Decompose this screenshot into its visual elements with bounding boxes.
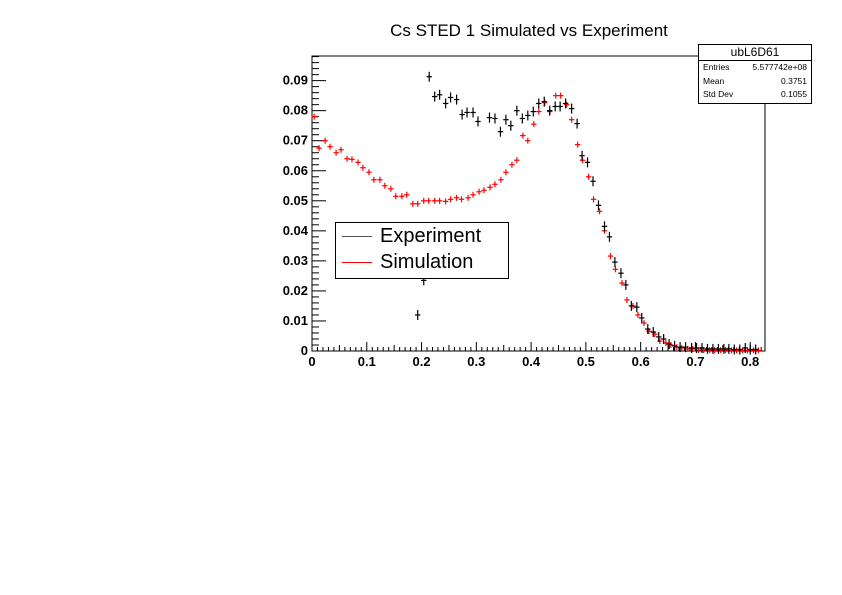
y-tick-label: 0.02 bbox=[283, 283, 308, 298]
legend: Experiment Simulation bbox=[335, 222, 509, 279]
stats-box: ubL6D61 Entries 5.577742e+08 Mean 0.3751… bbox=[698, 44, 812, 104]
legend-item-experiment: Experiment bbox=[336, 223, 508, 249]
x-tick-label: 0.1 bbox=[358, 354, 376, 369]
stats-row-mean: Mean 0.3751 bbox=[699, 75, 811, 89]
stats-label: Entries bbox=[703, 62, 730, 72]
stats-value: 0.1055 bbox=[781, 89, 807, 99]
x-tick-label: 0.2 bbox=[413, 354, 431, 369]
series-experiment bbox=[415, 71, 759, 355]
x-tick-label: 0.3 bbox=[467, 354, 485, 369]
legend-label: Simulation bbox=[380, 250, 474, 273]
y-tick-label: 0.07 bbox=[283, 133, 308, 148]
legend-item-simulation: Simulation bbox=[336, 249, 508, 275]
y-tick-label: 0.03 bbox=[283, 253, 308, 268]
y-tick-label: 0.04 bbox=[283, 223, 309, 238]
stats-box-title: ubL6D61 bbox=[699, 45, 811, 61]
y-tick-label: 0.01 bbox=[283, 313, 308, 328]
chart-title: Cs STED 1 Simulated vs Experiment bbox=[390, 21, 668, 40]
axes: 0 0.1 0.2 0.3 0.4 0.5 0.6 0.7 0.8 0 0.01 0.02 0.03 0.… bbox=[283, 55, 766, 369]
x-tick-label: 0.6 bbox=[632, 354, 650, 369]
stats-label: Mean bbox=[703, 75, 725, 86]
x-tick-label: 0.8 bbox=[741, 354, 759, 369]
x-tick-label: 0.5 bbox=[577, 354, 595, 369]
data-points bbox=[311, 71, 762, 355]
y-tick-label: 0.08 bbox=[283, 103, 308, 118]
stats-label: Std Dev bbox=[703, 89, 734, 99]
y-tick-label: 0 bbox=[301, 343, 308, 358]
legend-label: Experiment bbox=[380, 224, 482, 247]
y-tick-label: 0.05 bbox=[283, 193, 308, 208]
y-tick-label: 0.09 bbox=[283, 73, 308, 88]
legend-line-icon bbox=[342, 235, 372, 237]
stats-value: 5.577742e+08 bbox=[752, 62, 807, 72]
x-tick-label: 0.4 bbox=[522, 354, 541, 369]
legend-line-icon bbox=[342, 261, 372, 263]
y-tick-label: 0.06 bbox=[283, 163, 308, 178]
stats-row-entries: Entries 5.577742e+08 bbox=[699, 61, 811, 75]
stats-value: 0.3751 bbox=[781, 75, 807, 86]
x-tick-label: 0 bbox=[308, 354, 315, 369]
plot-frame bbox=[311, 55, 766, 352]
stats-row-stddev: Std Dev 0.1055 bbox=[699, 88, 811, 102]
x-tick-label: 0.7 bbox=[686, 354, 704, 369]
